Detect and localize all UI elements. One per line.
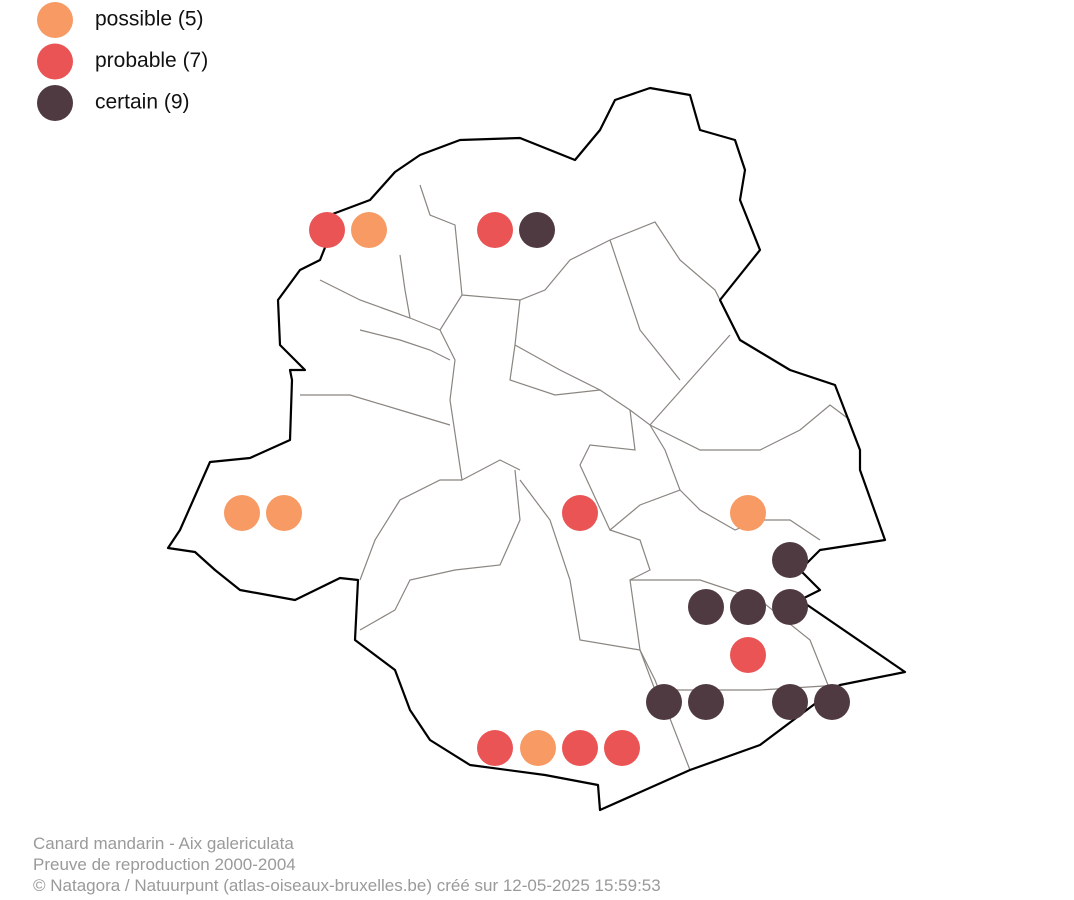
border <box>509 299 731 426</box>
border <box>300 394 451 426</box>
border <box>319 279 441 331</box>
observation-dot <box>562 730 598 766</box>
legend-label: certain (9) <box>95 91 190 114</box>
observations <box>224 212 850 766</box>
municipal-borders <box>300 184 851 771</box>
legend-label: possible (5) <box>95 8 204 31</box>
border <box>514 344 601 391</box>
legend-swatch <box>37 2 73 38</box>
legend-swatch <box>37 43 73 80</box>
border <box>649 404 851 451</box>
observation-dot <box>477 212 513 248</box>
observation-dot <box>730 495 766 531</box>
observation-dot <box>477 730 513 766</box>
footer: Canard mandarin - Aix galericulata Preuve… <box>33 834 661 895</box>
observation-dot <box>772 542 808 578</box>
legend: possible (5) probable (7) certain (9) <box>37 2 208 121</box>
observation-dot <box>309 212 345 248</box>
border <box>419 184 521 481</box>
observation-dot <box>520 730 556 766</box>
observation-dot <box>266 495 302 531</box>
observation-dot <box>519 212 555 248</box>
observation-dot <box>814 684 850 720</box>
region-outline <box>166 86 907 812</box>
observation-dot <box>351 212 387 248</box>
observation-dot <box>688 684 724 720</box>
observation-dot <box>730 637 766 673</box>
observation-dot <box>688 589 724 625</box>
observation-dot <box>646 684 682 720</box>
observation-dot <box>772 684 808 720</box>
border <box>609 239 681 381</box>
observation-dot <box>562 495 598 531</box>
border <box>519 479 691 771</box>
border <box>359 329 451 361</box>
legend-label: probable (7) <box>95 49 208 72</box>
border <box>609 529 651 651</box>
observation-dot <box>772 589 808 625</box>
observation-dot <box>224 495 260 531</box>
border <box>359 479 462 581</box>
observation-dot <box>730 589 766 625</box>
legend-swatch <box>37 85 73 121</box>
footer-line: Preuve de reproduction 2000-2004 <box>33 855 296 874</box>
border <box>359 469 521 631</box>
observation-dot <box>604 730 640 766</box>
border <box>399 254 411 319</box>
footer-line: © Natagora / Natuurpunt (atlas-oiseaux-b… <box>33 876 661 895</box>
footer-line: Canard mandarin - Aix galericulata <box>33 834 294 853</box>
